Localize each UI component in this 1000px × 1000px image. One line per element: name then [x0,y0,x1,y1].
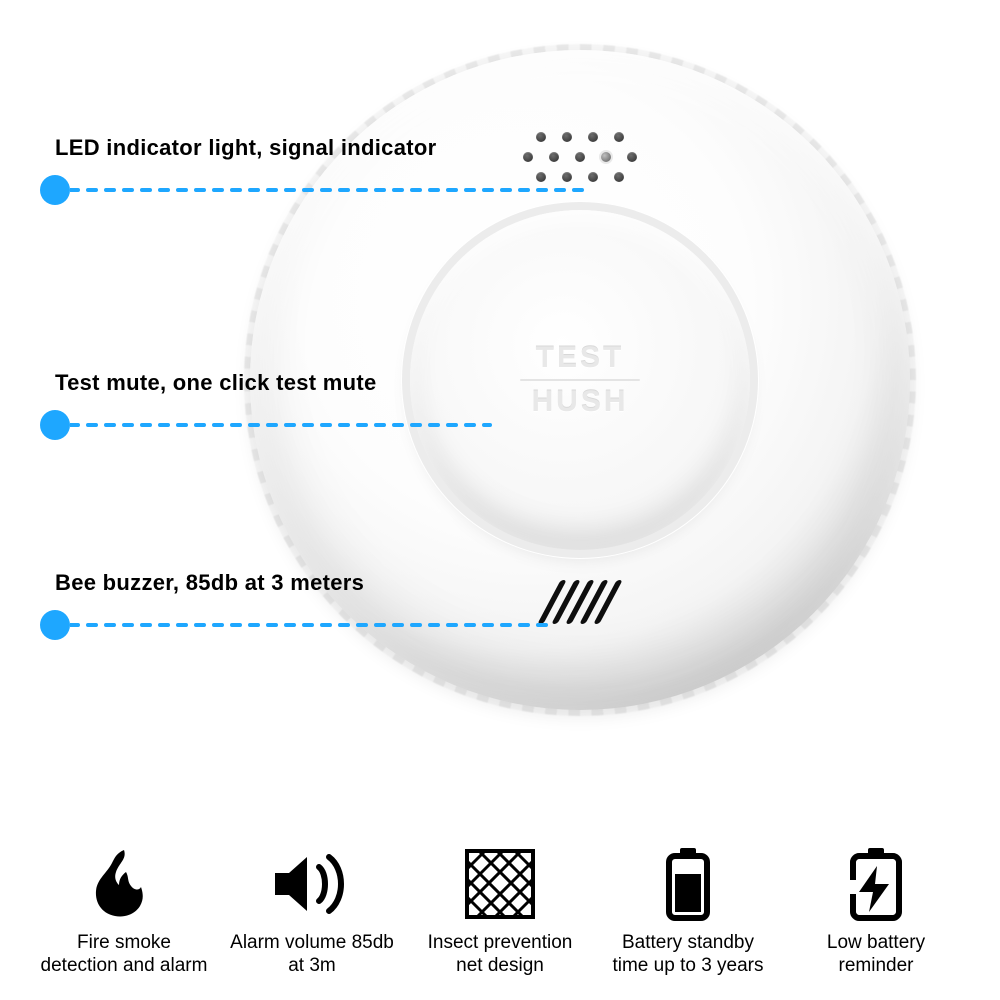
hole-icon [536,132,546,142]
hole-icon [588,132,598,142]
feature-fire: Fire smoke detection and alarm [39,845,209,979]
button-text-bottom: HUSH [531,385,628,418]
feature-net: Insect prevention net design [415,845,585,979]
hole-icon [614,132,624,142]
battery-icon [603,845,773,923]
hole-icon [562,132,572,142]
holes-row-mid [523,152,637,162]
feature-caption: Battery standby time up to 3 years [603,931,773,979]
hole-icon [627,152,637,162]
callout-dot-led [40,175,70,205]
led-indicator-icon [601,152,611,162]
hole-icon [536,172,546,182]
holes-row-top [523,132,637,142]
speaker-holes [523,132,637,182]
feature-volume: Alarm volume 85db at 3m [227,845,397,979]
callout-label-led: LED indicator light, signal indicator [55,135,436,161]
button-text-divider [520,379,640,381]
feature-caption: Low battery reminder [791,931,961,979]
fire-icon [39,845,209,923]
hole-icon [523,152,533,162]
button-text-top: TEST [536,341,625,374]
feature-caption: Alarm volume 85db at 3m [227,931,397,979]
feature-caption: Insect prevention net design [415,931,585,979]
hole-icon [549,152,559,162]
net-icon [415,845,585,923]
callout-leader-led [70,186,588,194]
hole-icon [614,172,624,182]
hole-icon [575,152,585,162]
infographic-canvas: TEST HUSH LED indicator light, signal in… [0,0,1000,1000]
feature-row: Fire smoke detection and alarm Alarm vol… [0,845,1000,979]
low-battery-icon [791,845,961,923]
callout-leader-buzzer [70,621,554,629]
callout-dot-buzzer [40,610,70,640]
test-hush-button: TEST HUSH [410,210,750,550]
holes-row-bottom [523,172,637,182]
hole-icon [588,172,598,182]
hole-icon [562,172,572,182]
callout-label-test: Test mute, one click test mute [55,370,377,396]
feature-lowbatt: Low battery reminder [791,845,961,979]
test-hush-label: TEST HUSH [520,343,640,417]
buzzer-slits [549,580,611,624]
callout-leader-test [70,421,494,429]
callout-label-buzzer: Bee buzzer, 85db at 3 meters [55,570,364,596]
callout-dot-test [40,410,70,440]
volume-icon [227,845,397,923]
feature-caption: Fire smoke detection and alarm [39,931,209,979]
feature-battery: Battery standby time up to 3 years [603,845,773,979]
